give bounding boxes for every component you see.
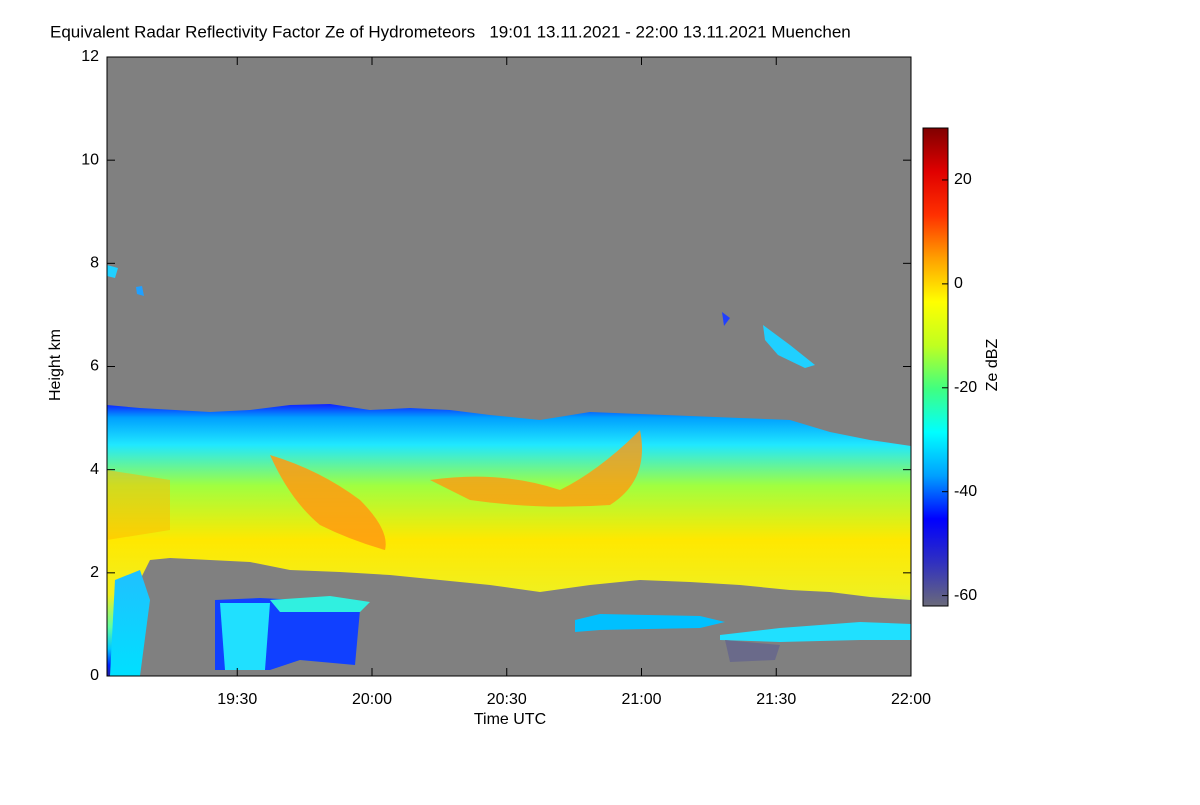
x-tick-label: 19:30: [217, 691, 257, 708]
x-tick-label: 21:00: [621, 691, 661, 708]
y-tick-label: 0: [90, 667, 99, 684]
y-tick-label: 4: [90, 461, 99, 478]
colorbar-tick-label: 20: [954, 171, 972, 188]
colorbar-tick-label: -60: [954, 587, 977, 604]
x-tick-label: 21:30: [756, 691, 796, 708]
colorbar-tick-label: -40: [954, 483, 977, 500]
y-tick-label: 10: [81, 151, 99, 168]
colorbar-label: Ze dBZ: [984, 339, 1001, 392]
colorbar-tick-label: 0: [954, 275, 963, 292]
x-tick-label: 20:30: [487, 691, 527, 708]
radar-field: [107, 57, 911, 676]
chart-title: Equivalent Radar Reflectivity Factor Ze …: [50, 22, 851, 41]
y-tick-label: 8: [90, 255, 99, 272]
y-tick-label: 6: [90, 358, 99, 375]
y-tick-label: 2: [90, 564, 99, 581]
y-axis-label: Height km: [47, 329, 64, 401]
x-axis-label: Time UTC: [474, 711, 546, 728]
colorbar: [922, 127, 949, 607]
x-tick-label: 20:00: [352, 691, 392, 708]
y-tick-label: 12: [81, 48, 99, 65]
colorbar-tick-label: -20: [954, 379, 977, 396]
x-tick-label: 22:00: [891, 691, 931, 708]
